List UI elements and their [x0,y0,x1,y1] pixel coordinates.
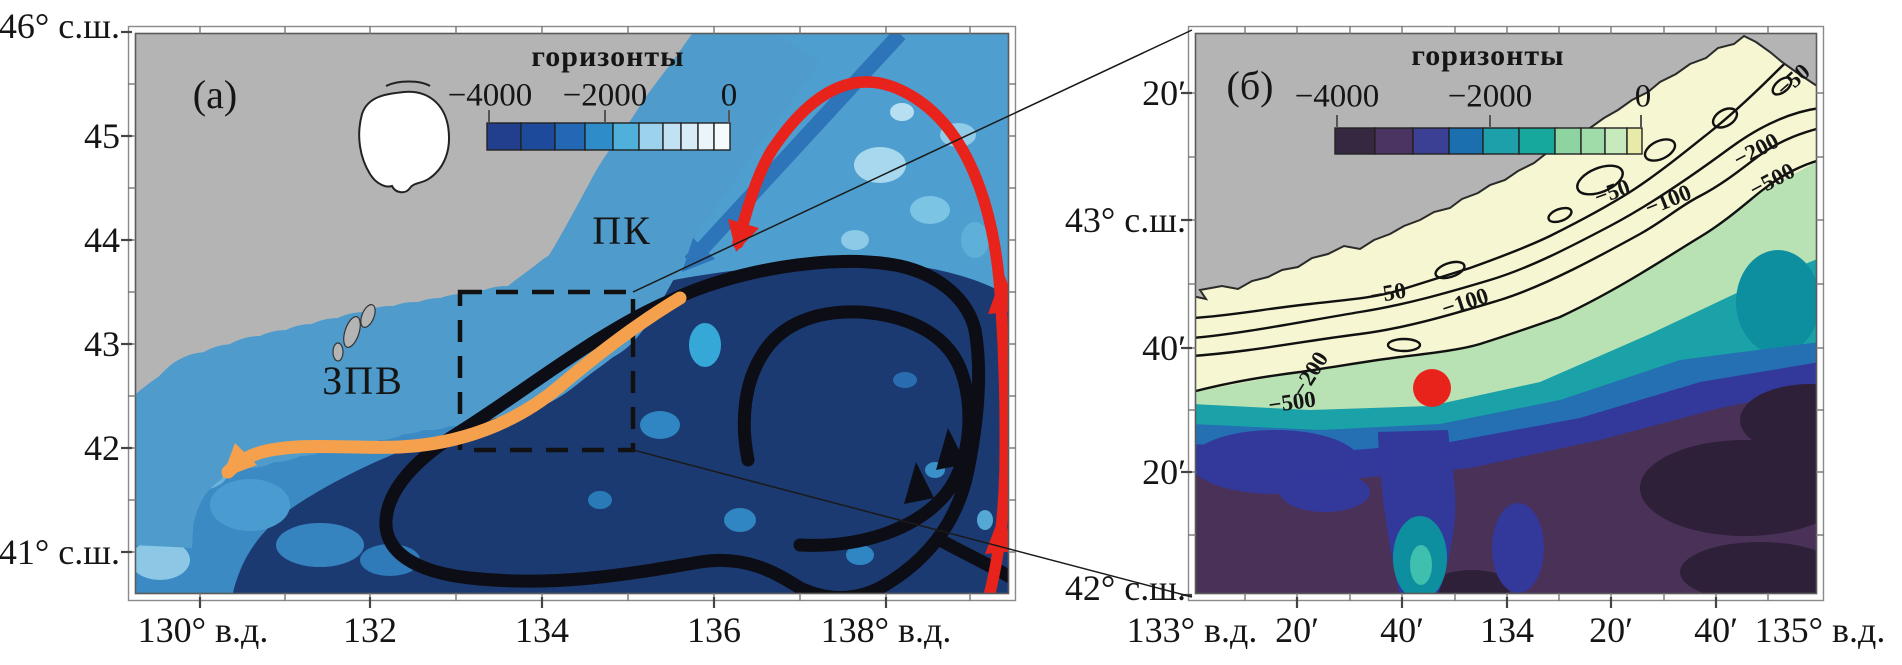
lat-label-a-43: 43 [84,324,120,364]
colorbar-b-title: горизонты [1411,39,1565,72]
contour-label-50-a: −50 [1368,277,1408,309]
panel-b-label: (б) [1226,63,1274,108]
frame-a-major-ticks [121,30,888,608]
colorbar-a-tick-4000: −4000 [447,77,533,114]
orange-arrowhead [222,443,257,478]
lon-label-a-134: 134 [515,610,569,650]
annotation-zpv: ЗПВ [322,358,404,403]
colorbar-a [486,110,731,151]
lon-label-a-138: 138° в.д. [820,610,952,650]
lat-label-b-4320: 20′ [1142,73,1186,113]
annotation-pk: ПК [592,208,652,253]
lon-label-a-136: 136 [687,610,741,650]
red-current [728,76,1012,597]
gyre-outer-loop [379,254,986,597]
colorbar-b-tick-4000: −4000 [1294,78,1380,115]
islands [332,304,376,362]
lon-label-b-13420: 20′ [1589,610,1633,650]
contour-200 [1192,126,1820,358]
gyre-tail [933,533,1012,585]
colorbar-b-tick-2000: −2000 [1447,78,1533,115]
gyre-currents [379,254,1012,597]
gyre-arrowhead-2 [904,462,934,504]
colorbar-a-title: горизонты [531,40,685,73]
map-b [1181,25,1825,608]
orange-current [221,291,687,479]
lon-label-b-13340: 40′ [1380,610,1424,650]
map-b-frame [1181,25,1825,608]
depth-contours [1192,40,1820,394]
lat-label-a-45: 45 [84,116,120,156]
teal-deep-patch [1736,250,1820,354]
lat-label-b-4220: 20′ [1142,452,1186,492]
frame-a-separators [128,26,1016,601]
colorbar-b [1334,115,1643,155]
lat-label-b-4240: 40′ [1142,328,1186,368]
colorbar-b-tick-0: 0 [1634,78,1652,115]
lat-label-a-46: 46° с.ш. [0,6,120,46]
panel-a-label: (а) [192,72,238,117]
gyre-arrowheads [904,428,966,504]
contour-100 [1192,106,1820,340]
lat-label-a-42: 42 [84,428,120,468]
lat-label-a-41: 41° с.ш. [0,532,120,572]
gyre-arrowhead-1 [936,428,966,470]
blue-current [682,30,906,272]
blue-arrowhead [682,238,715,272]
lon-label-a-132: 132 [343,610,397,650]
lon-label-b-134: 134 [1480,610,1534,650]
inset-leader-lines [632,29,1193,598]
red-current-path [732,76,1012,597]
band-purple [1192,388,1820,597]
colorbar-a-tick-2000: −2000 [562,77,648,114]
lat-label-b-42: 42° с.ш. [1064,568,1186,608]
blue-current-path [684,30,906,268]
colorbar-a-tick-0: 0 [720,77,738,114]
lon-label-b-13440: 40′ [1694,610,1738,650]
deep-blobs [1192,384,1820,597]
frame-b-major-ticks [1181,91,1718,608]
lon-label-b-135: 135° в.д. [1754,610,1886,650]
red-arrowhead-low [985,512,1012,554]
map-a [121,25,1017,608]
orange-current-path [221,291,687,479]
contour-500 [1192,158,1820,394]
red-arrowhead-mid [988,272,1012,314]
lat-label-b-43: 43° с.ш. [1064,200,1186,240]
gyre-inner-loop [737,305,976,552]
lake-khanka [358,80,450,194]
deep-basin [232,262,1012,597]
lat-label-a-44: 44 [84,220,120,260]
map-a-frame [121,25,1017,608]
station-dot [1413,369,1451,407]
contour-50 [1192,40,1816,320]
lon-label-b-133: 133° в.д. [1126,610,1258,650]
land-b [1192,30,1820,301]
inset-box [457,289,636,453]
lon-label-a-130: 130° в.д. [137,610,269,650]
lon-label-b-13320: 20′ [1275,610,1319,650]
